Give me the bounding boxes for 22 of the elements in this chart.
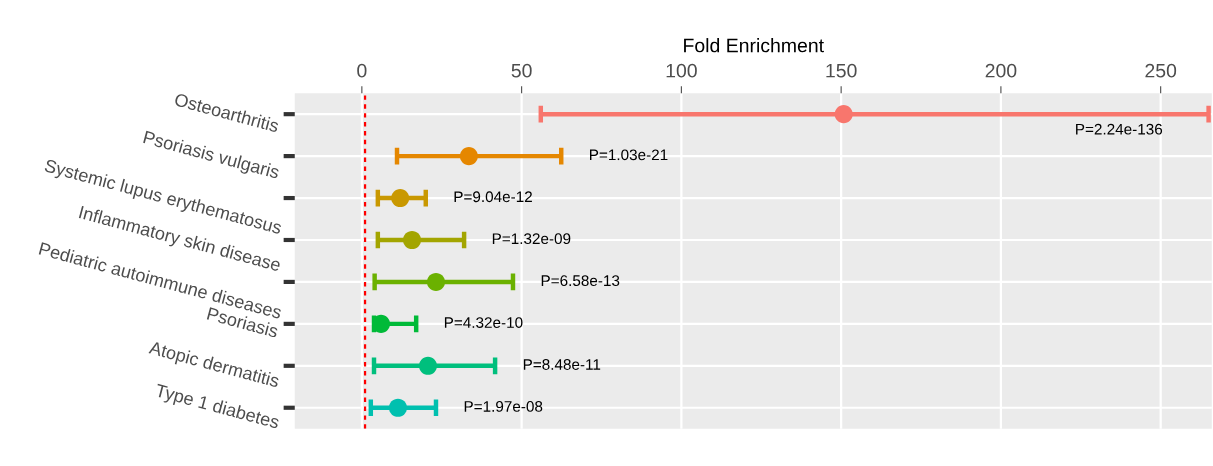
point bbox=[391, 189, 410, 208]
annotation: P=8.48e-11 bbox=[523, 359, 601, 370]
x-tick-label: 100 bbox=[666, 63, 697, 78]
x-tick-label: 200 bbox=[985, 63, 1017, 78]
annotation: P=4.32e-10 bbox=[444, 317, 523, 328]
point bbox=[459, 147, 478, 166]
x-tick-label: 0 bbox=[357, 63, 367, 78]
point bbox=[418, 356, 438, 375]
point bbox=[388, 398, 408, 417]
annotation: P=2.24e-136 bbox=[1076, 123, 1163, 135]
annotation: P=1.03e-21 bbox=[590, 149, 668, 161]
point bbox=[402, 230, 422, 250]
point bbox=[426, 272, 446, 291]
x-tick-label: 250 bbox=[1145, 63, 1177, 78]
x-axis-title: Fold Enrichment bbox=[684, 38, 824, 53]
x-tick-label: 50 bbox=[511, 63, 532, 78]
x-tick-label: 150 bbox=[826, 63, 857, 78]
annotation: P=9.04e-12 bbox=[454, 191, 532, 203]
annotation: P=1.97e-08 bbox=[464, 401, 543, 412]
annotation: P=1.32e-09 bbox=[492, 233, 571, 245]
point bbox=[834, 105, 853, 124]
annotation: P=6.58e-13 bbox=[541, 275, 620, 287]
